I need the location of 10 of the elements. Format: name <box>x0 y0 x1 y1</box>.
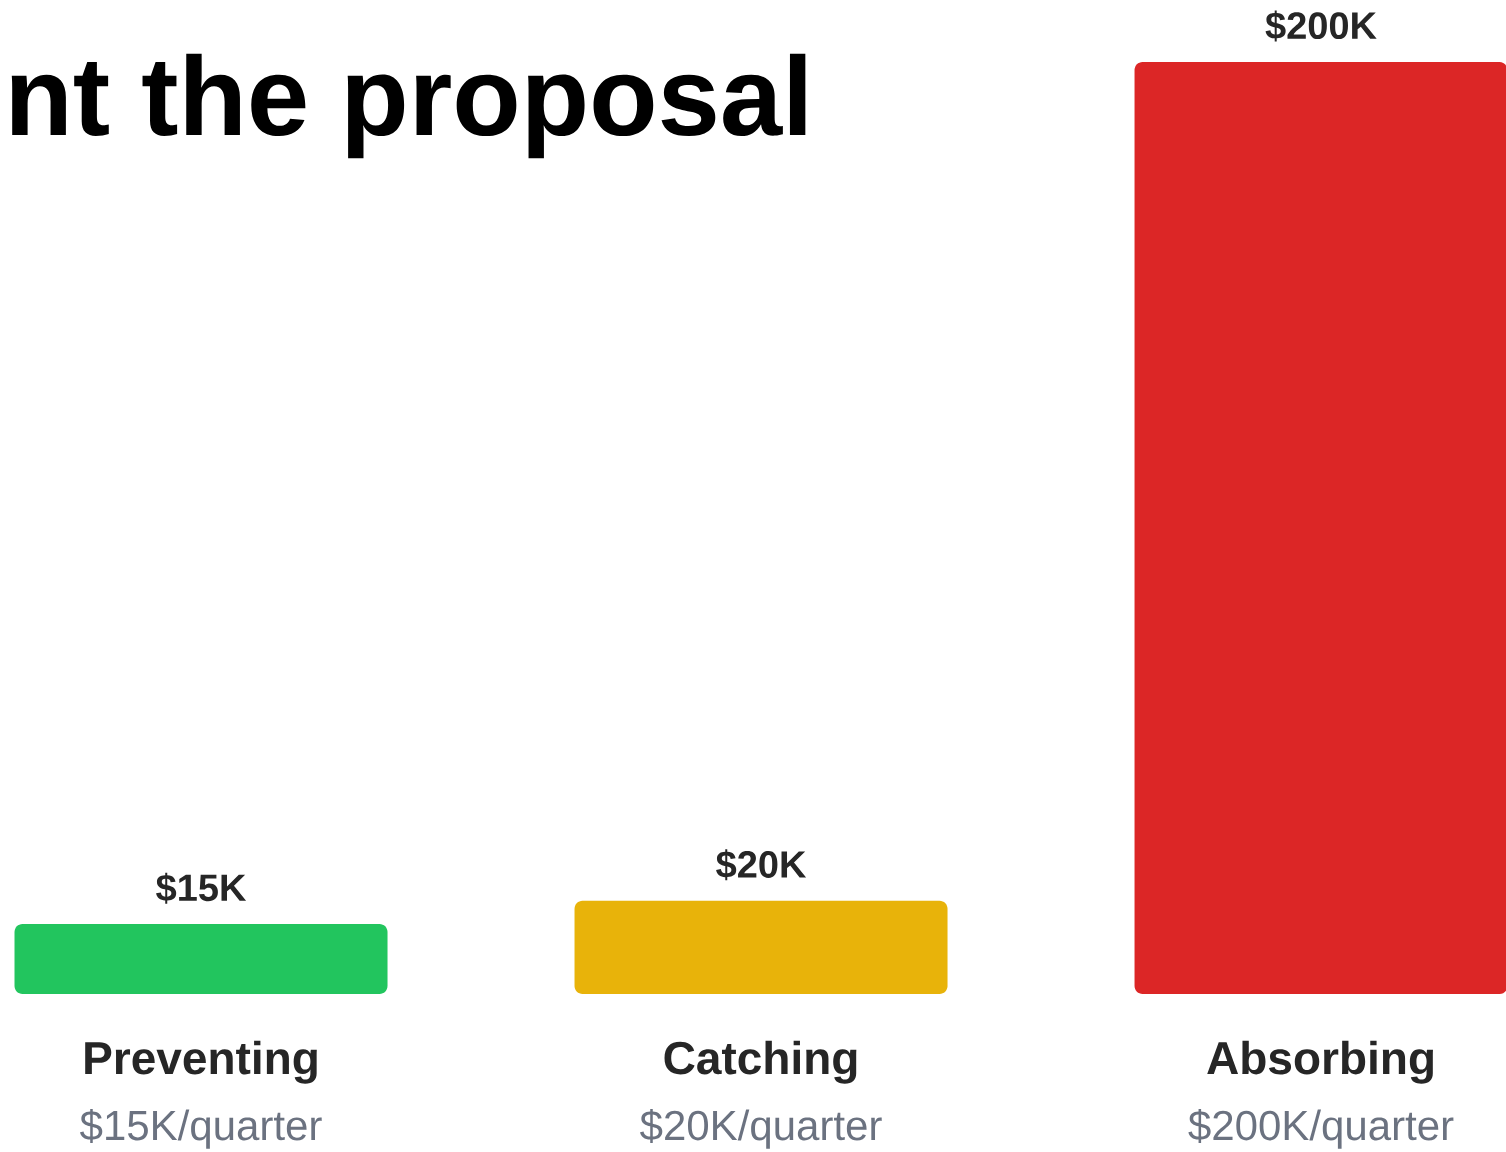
text: $20K/quarter <box>640 1108 882 1149</box>
data-label: $200K <box>1265 10 1377 42</box>
data-label: $15K <box>156 872 247 904</box>
text: $200K/quarter <box>1188 1108 1454 1149</box>
x-tick-label: Preventing <box>85 1040 317 1084</box>
x-tick-label: Absorbing <box>1207 1040 1433 1084</box>
chart-title: nt the proposal <box>11 53 806 159</box>
data-label: $20K <box>716 849 807 881</box>
x-tick-label: Catching <box>664 1040 857 1084</box>
text: $15K/quarter <box>80 1108 322 1149</box>
